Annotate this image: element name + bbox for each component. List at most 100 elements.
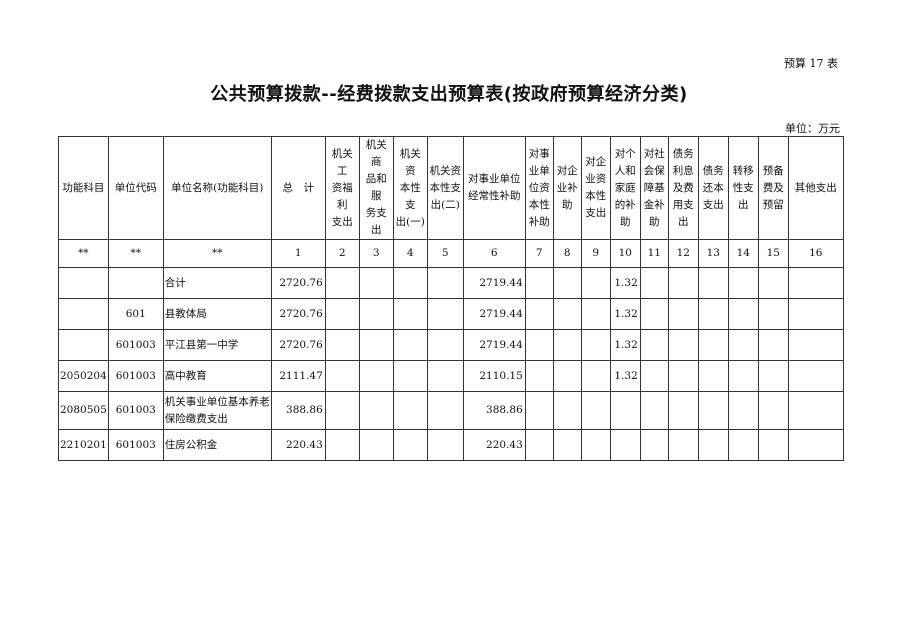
index-cell: 16 — [787, 239, 844, 268]
empty-cell — [524, 429, 554, 461]
cell-total: 2720.76 — [270, 267, 326, 299]
empty-cell — [697, 267, 729, 299]
cell-code: 601003 — [107, 429, 164, 461]
empty-cell — [426, 267, 464, 299]
empty-cell — [426, 329, 464, 361]
index-cell: 5 — [426, 239, 464, 268]
cell-c10: 1.32 — [609, 360, 641, 392]
empty-cell — [580, 391, 611, 430]
column-header: 机关商 品和服 务支出 — [358, 136, 394, 240]
empty-cell — [787, 329, 844, 361]
empty-cell — [392, 391, 428, 430]
column-header: 债务 利息 及费 用支 出 — [667, 136, 699, 240]
empty-cell — [358, 329, 394, 361]
cell-code: 601003 — [107, 329, 164, 361]
empty-cell — [727, 329, 759, 361]
column-header: 机关工 资福利 支出 — [324, 136, 360, 240]
empty-cell — [697, 429, 729, 461]
column-header: 对个 人和 家庭 的补 助 — [609, 136, 641, 240]
empty-cell — [667, 429, 699, 461]
empty-cell — [667, 360, 699, 392]
cell-c10 — [609, 429, 641, 461]
empty-cell — [667, 391, 699, 430]
column-header: 债务 还本 支出 — [697, 136, 729, 240]
empty-cell — [324, 391, 360, 430]
unit-label: 单位：万元 — [785, 122, 840, 135]
empty-cell — [358, 429, 394, 461]
empty-cell — [324, 267, 360, 299]
cell-total: 2111.47 — [270, 360, 326, 392]
cell-c10 — [609, 391, 641, 430]
empty-cell — [639, 298, 669, 330]
empty-cell — [757, 298, 789, 330]
empty-cell — [524, 267, 554, 299]
empty-cell — [426, 360, 464, 392]
cell-code: 601003 — [107, 360, 164, 392]
empty-cell — [392, 267, 428, 299]
table-row: 合计 2720.76 2719.44 1.32 — [58, 267, 844, 299]
empty-cell — [324, 298, 360, 330]
table-row: 601003 平江县第一中学 2720.76 2719.44 1.32 — [58, 329, 844, 361]
empty-cell — [639, 360, 669, 392]
empty-cell — [639, 329, 669, 361]
empty-cell — [697, 360, 729, 392]
index-cell: 15 — [757, 239, 789, 268]
empty-cell — [392, 329, 428, 361]
empty-cell — [667, 267, 699, 299]
column-header: 对企 业资 本性 支出 — [580, 136, 611, 240]
column-header: 单位名称(功能科目) — [162, 136, 272, 240]
empty-cell — [392, 360, 428, 392]
empty-cell — [727, 391, 759, 430]
index-cell: 2 — [324, 239, 360, 268]
empty-cell — [757, 391, 789, 430]
page-title: 公共预算拨款--经费拨款支出预算表(按政府预算经济分类) — [210, 84, 688, 105]
empty-cell — [727, 298, 759, 330]
empty-cell — [552, 360, 582, 392]
cell-c6: 2719.44 — [462, 267, 526, 299]
form-number: 预算 17 表 — [784, 57, 838, 70]
cell-c10: 1.32 — [609, 329, 641, 361]
cell-c10: 1.32 — [609, 267, 641, 299]
column-header: 转移 性支 出 — [727, 136, 759, 240]
empty-cell — [727, 360, 759, 392]
column-header: 总 计 — [270, 136, 326, 240]
empty-cell — [580, 267, 611, 299]
cell-total: 220.43 — [270, 429, 326, 461]
empty-cell — [358, 298, 394, 330]
index-cell: 12 — [667, 239, 699, 268]
empty-cell — [639, 391, 669, 430]
table-row: 2080505 601003 机关事业单位基本养老保险缴费支出 388.86 388.8… — [58, 391, 844, 430]
index-cell: 11 — [639, 239, 669, 268]
column-header: 预备 费及 预留 — [757, 136, 789, 240]
index-cell: ** — [58, 239, 109, 268]
empty-cell — [426, 429, 464, 461]
empty-cell — [697, 391, 729, 430]
column-header: 机关资 本性支 出(一) — [392, 136, 428, 240]
column-header: 对社 会保 障基 金补 助 — [639, 136, 669, 240]
cell-total: 2720.76 — [270, 329, 326, 361]
empty-cell — [667, 298, 699, 330]
empty-cell — [639, 429, 669, 461]
index-cell: 13 — [697, 239, 729, 268]
cell-func: 2050204 — [58, 360, 109, 392]
cell-func — [58, 267, 109, 299]
empty-cell — [727, 267, 759, 299]
index-cell: 8 — [552, 239, 582, 268]
empty-cell — [524, 360, 554, 392]
column-header: 机关资 本性支 出(二) — [426, 136, 464, 240]
cell-name: 住房公积金 — [162, 429, 272, 461]
empty-cell — [787, 360, 844, 392]
cell-c6: 2719.44 — [462, 329, 526, 361]
index-cell: ** — [162, 239, 272, 268]
cell-c10: 1.32 — [609, 298, 641, 330]
empty-cell — [757, 329, 789, 361]
cell-func — [58, 298, 109, 330]
table-row: 2050204 601003 高中教育 2111.47 2110.15 1.32 — [58, 360, 844, 392]
cell-name: 合计 — [162, 267, 272, 299]
cell-func: 2080505 — [58, 391, 109, 430]
empty-cell — [787, 429, 844, 461]
empty-cell — [524, 298, 554, 330]
cell-func — [58, 329, 109, 361]
empty-cell — [392, 429, 428, 461]
